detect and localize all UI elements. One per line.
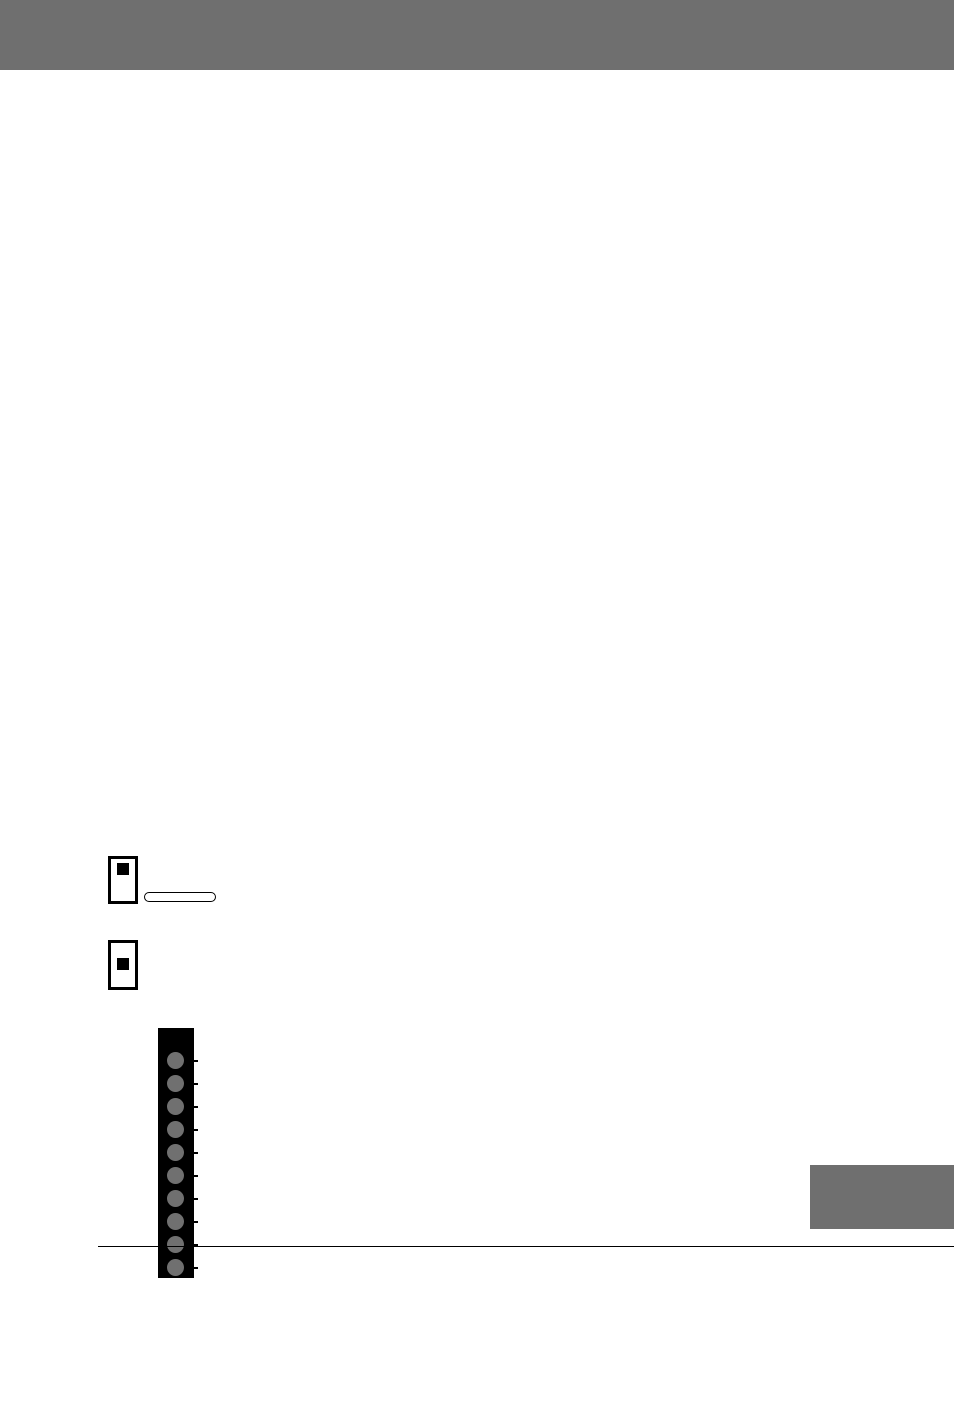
port-leader: [184, 1267, 198, 1269]
page: [0, 0, 954, 1402]
port-icon: [167, 1144, 184, 1161]
port-leader: [184, 1175, 198, 1177]
header-band: [0, 0, 954, 70]
footer-tab: [810, 1165, 954, 1229]
diagram-1: [108, 856, 288, 906]
port-icon: [167, 1259, 184, 1276]
port-icon: [167, 1190, 184, 1207]
port-icon: [167, 1236, 184, 1253]
port-leader: [184, 1129, 198, 1131]
diagram-2-box: [108, 940, 138, 990]
footer-rule: [98, 1246, 954, 1247]
port-icon: [167, 1121, 184, 1138]
port-leader: [184, 1221, 198, 1223]
port-icon: [167, 1213, 184, 1230]
diagram-1-inner-square: [117, 863, 129, 875]
port-leader: [184, 1198, 198, 1200]
port-icon: [167, 1167, 184, 1184]
diagram-3-strip: [158, 1028, 194, 1278]
diagram-1-box: [108, 856, 138, 904]
port-leader: [184, 1152, 198, 1154]
diagram-1-pill: [144, 892, 216, 902]
port-icon: [167, 1052, 184, 1069]
port-icon: [167, 1075, 184, 1092]
port-icon: [167, 1098, 184, 1115]
port-leader: [184, 1060, 198, 1062]
port-leader: [184, 1083, 198, 1085]
diagram-2-inner-square: [117, 958, 129, 970]
port-leader: [184, 1106, 198, 1108]
